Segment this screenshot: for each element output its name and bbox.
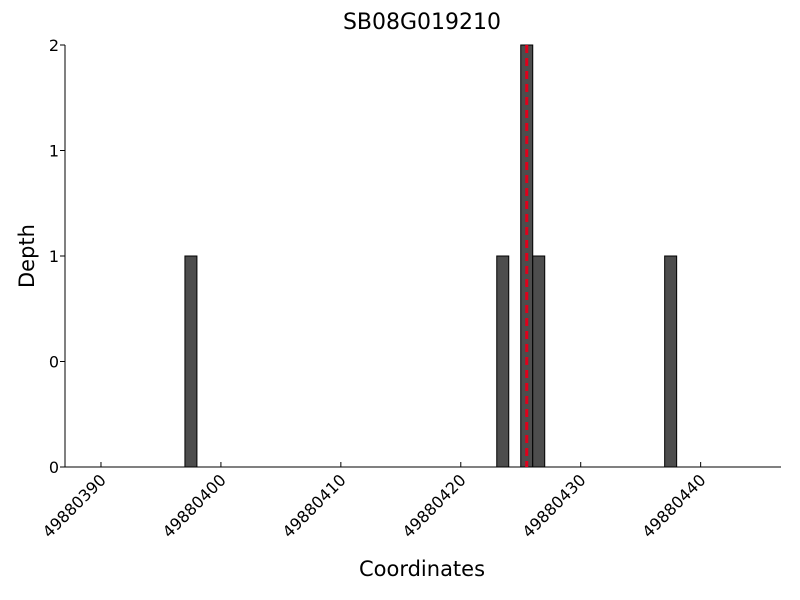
chart-title: SB08G019210 bbox=[343, 10, 501, 35]
x-axis-label: Coordinates bbox=[359, 557, 485, 581]
x-tick-label: 49880420 bbox=[399, 470, 470, 541]
x-tick-label: 49880440 bbox=[638, 470, 709, 541]
y-tick-label: 0 bbox=[49, 458, 59, 477]
x-tick-label: 49880410 bbox=[279, 470, 350, 541]
bar bbox=[496, 255, 510, 468]
y-tick-label: 1 bbox=[49, 247, 59, 266]
bar bbox=[532, 255, 546, 468]
y-tick-label: 1 bbox=[49, 142, 59, 161]
x-tick-label: 49880430 bbox=[519, 470, 590, 541]
y-tick-label: 2 bbox=[49, 36, 59, 55]
y-tick-label: 0 bbox=[49, 353, 59, 372]
x-tick-label: 49880400 bbox=[159, 470, 230, 541]
y-axis-label: Depth bbox=[15, 224, 39, 288]
bar bbox=[184, 255, 198, 468]
bar bbox=[664, 255, 678, 468]
x-tick-label: 49880390 bbox=[39, 470, 110, 541]
